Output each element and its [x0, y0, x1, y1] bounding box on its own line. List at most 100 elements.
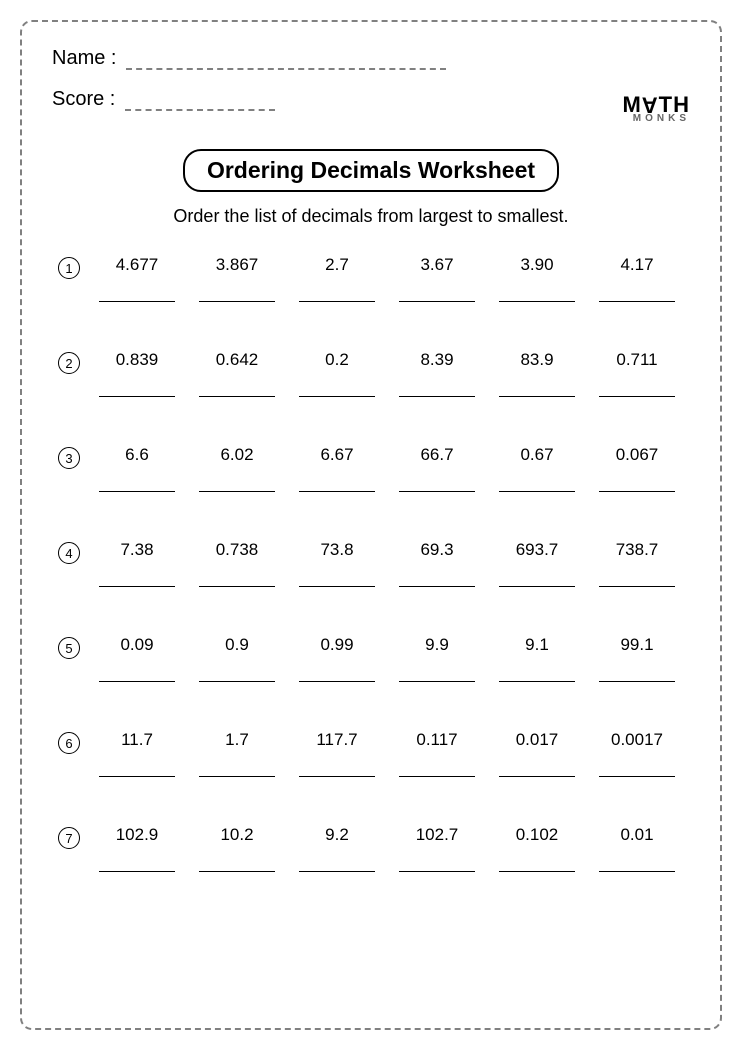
mathmonks-logo: MATH MONKS [622, 96, 690, 129]
value-cell: 2.7 [290, 255, 384, 302]
value-cell: 0.01 [590, 825, 684, 872]
score-label: Score : [52, 88, 115, 111]
value-cell: 6.02 [190, 445, 284, 492]
decimal-value: 0.839 [90, 350, 184, 396]
decimal-value: 0.01 [590, 825, 684, 871]
value-cell: 4.17 [590, 255, 684, 302]
worksheet-title: Ordering Decimals Worksheet [183, 149, 559, 192]
decimal-value: 4.17 [590, 255, 684, 301]
problem-values: 11.71.7117.70.1170.0170.0017 [90, 730, 684, 777]
answer-line [399, 586, 474, 587]
value-cell: 11.7 [90, 730, 184, 777]
answer-line [99, 776, 174, 777]
score-line [125, 109, 275, 111]
answer-line [399, 301, 474, 302]
score-field: Score : [52, 88, 446, 111]
title-wrap: Ordering Decimals Worksheet [52, 149, 690, 192]
decimal-value: 9.2 [290, 825, 384, 871]
decimal-value: 693.7 [490, 540, 584, 586]
answer-line [599, 776, 674, 777]
answer-line [599, 396, 674, 397]
answer-line [599, 871, 674, 872]
header: Name : Score : MATH MONKS [52, 47, 690, 129]
problem-values: 102.910.29.2102.70.1020.01 [90, 825, 684, 872]
answer-line [499, 586, 574, 587]
value-cell: 9.1 [490, 635, 584, 682]
value-cell: 117.7 [290, 730, 384, 777]
decimal-value: 66.7 [390, 445, 484, 491]
decimal-value: 0.09 [90, 635, 184, 681]
decimal-value: 0.067 [590, 445, 684, 491]
answer-line [199, 491, 274, 492]
problem-row: 4 7.380.73873.869.3693.7738.7 [58, 540, 684, 587]
value-cell: 738.7 [590, 540, 684, 587]
problem-values: 4.6773.8672.73.673.904.17 [90, 255, 684, 302]
answer-line [599, 681, 674, 682]
value-cell: 9.2 [290, 825, 384, 872]
value-cell: 0.0017 [590, 730, 684, 777]
value-cell: 3.867 [190, 255, 284, 302]
answer-line [299, 586, 374, 587]
problem-number: 2 [58, 352, 80, 374]
name-label: Name : [52, 47, 116, 70]
decimal-value: 0.102 [490, 825, 584, 871]
value-cell: 0.839 [90, 350, 184, 397]
value-cell: 0.9 [190, 635, 284, 682]
answer-line [399, 491, 474, 492]
decimal-value: 73.8 [290, 540, 384, 586]
value-cell: 6.67 [290, 445, 384, 492]
problem-number: 4 [58, 542, 80, 564]
decimal-value: 9.9 [390, 635, 484, 681]
answer-line [399, 396, 474, 397]
name-score-block: Name : Score : [52, 47, 446, 129]
answer-line [299, 871, 374, 872]
decimal-value: 0.117 [390, 730, 484, 776]
decimal-value: 4.677 [90, 255, 184, 301]
answer-line [599, 491, 674, 492]
answer-line [299, 681, 374, 682]
decimal-value: 83.9 [490, 350, 584, 396]
problem-values: 0.8390.6420.28.3983.90.711 [90, 350, 684, 397]
decimal-value: 8.39 [390, 350, 484, 396]
decimal-value: 9.1 [490, 635, 584, 681]
decimal-value: 0.711 [590, 350, 684, 396]
answer-line [199, 681, 274, 682]
value-cell: 3.67 [390, 255, 484, 302]
problem-row: 50.090.90.999.99.199.1 [58, 635, 684, 682]
answer-line [199, 776, 274, 777]
decimal-value: 117.7 [290, 730, 384, 776]
value-cell: 4.677 [90, 255, 184, 302]
problem-row: 7 102.910.29.2102.70.1020.01 [58, 825, 684, 872]
decimal-value: 0.0017 [590, 730, 684, 776]
value-cell: 10.2 [190, 825, 284, 872]
answer-line [199, 301, 274, 302]
answer-line [499, 776, 574, 777]
problem-row: 2 0.8390.6420.28.3983.90.711 [58, 350, 684, 397]
decimal-value: 0.99 [290, 635, 384, 681]
decimal-value: 0.017 [490, 730, 584, 776]
problem-values: 7.380.73873.869.3693.7738.7 [90, 540, 684, 587]
value-cell: 83.9 [490, 350, 584, 397]
problem-values: 0.090.90.999.99.199.1 [90, 635, 684, 682]
value-cell: 0.067 [590, 445, 684, 492]
answer-line [99, 681, 174, 682]
problem-row: 3 6.66.026.6766.70.670.067 [58, 445, 684, 492]
decimal-value: 11.7 [90, 730, 184, 776]
problem-values: 6.66.026.6766.70.670.067 [90, 445, 684, 492]
value-cell: 0.67 [490, 445, 584, 492]
decimal-value: 3.90 [490, 255, 584, 301]
answer-line [399, 871, 474, 872]
decimal-value: 102.9 [90, 825, 184, 871]
name-field: Name : [52, 47, 446, 70]
value-cell: 69.3 [390, 540, 484, 587]
problem-number: 3 [58, 447, 80, 469]
decimal-value: 6.67 [290, 445, 384, 491]
problem-row: 14.6773.8672.73.673.904.17 [58, 255, 684, 302]
value-cell: 0.102 [490, 825, 584, 872]
answer-line [199, 871, 274, 872]
answer-line [399, 776, 474, 777]
decimal-value: 0.642 [190, 350, 284, 396]
problem-number: 7 [58, 827, 80, 849]
problem-number: 6 [58, 732, 80, 754]
answer-line [299, 491, 374, 492]
